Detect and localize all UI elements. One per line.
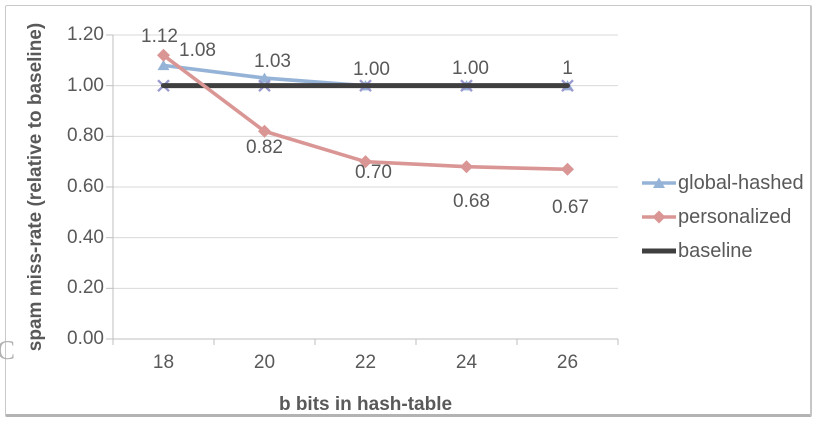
data-label: 1.00 (353, 58, 390, 80)
triangle-marker (258, 72, 271, 83)
diamond-marker (258, 124, 271, 138)
diamond-legend-swatch (642, 210, 676, 224)
x-axis-title: b bits in hash-table (278, 394, 453, 415)
x-legend-swatch (642, 248, 676, 254)
y-tick-label: 1.20 (67, 24, 104, 45)
x-tick-label: 20 (253, 352, 276, 373)
diamond-marker (359, 155, 372, 169)
y-tick-label: 0.40 (67, 226, 104, 248)
data-label: 1 (562, 57, 573, 79)
y-tick-label: 0.80 (67, 125, 104, 147)
triangle-marker (157, 59, 170, 71)
legend: global-hashed personalized baseline (642, 166, 804, 268)
legend-label: global-hashed (678, 171, 804, 194)
legend-label: personalized (678, 205, 792, 228)
triangle-legend-swatch (642, 177, 676, 188)
x-tick-label: 24 (455, 352, 478, 373)
data-label: 0.67 (552, 197, 589, 219)
x-tick-label: 26 (556, 352, 579, 373)
data-label: 1.08 (179, 40, 216, 62)
y-tick-label: 0.20 (67, 277, 104, 299)
legend-item-baseline: baseline (642, 234, 804, 268)
data-label: 0.82 (246, 137, 283, 159)
y-tick-label: 0.00 (67, 328, 104, 349)
legend-item-global-hashed: global-hashed (642, 166, 804, 200)
legend-label: baseline (678, 239, 753, 262)
data-label: 0.70 (355, 161, 392, 183)
y-axis-title: spam miss-rate (relative to baseline) (25, 22, 46, 352)
diamond-marker (561, 162, 574, 176)
data-label: 1.03 (254, 51, 291, 73)
chart-frame (5, 5, 812, 417)
y-tick-label: 1.00 (67, 74, 104, 96)
legend-item-personalized: personalized (642, 200, 804, 234)
diamond-marker (157, 48, 170, 62)
y-tick-label: 0.60 (67, 176, 104, 197)
data-label: 1.00 (452, 57, 489, 79)
data-label: 1.12 (141, 26, 178, 48)
diamond-marker (460, 160, 473, 174)
x-tick-label: 18 (152, 352, 175, 373)
x-tick-label: 22 (354, 352, 377, 373)
data-label: 0.68 (453, 190, 490, 212)
figure-label: C (0, 335, 16, 365)
